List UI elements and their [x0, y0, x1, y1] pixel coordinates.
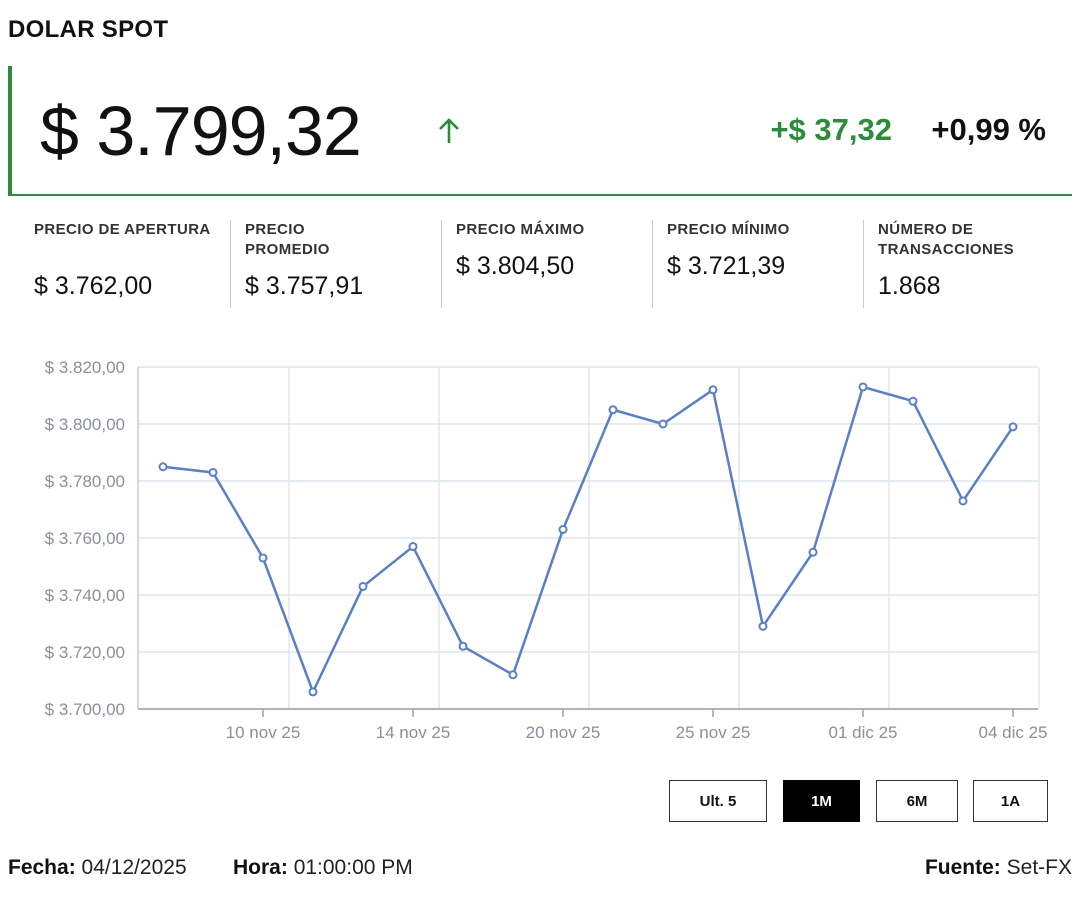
range-button-6m[interactable]: 6M: [876, 780, 958, 822]
data-point: [808, 547, 818, 557]
x-tick-label: 04 dic 25: [979, 723, 1048, 742]
data-point: [358, 581, 368, 591]
stat-max-price: PRECIO MÁXIMO $ 3.804,50: [442, 220, 653, 308]
data-point: [908, 396, 918, 406]
stat-label: PRECIO PROMEDIO: [245, 221, 330, 258]
arrow-up-icon: [439, 118, 459, 143]
data-point: [708, 385, 718, 395]
data-point: [858, 382, 868, 392]
stat-value: $ 3.804,50: [456, 252, 575, 280]
x-tick-label: 10 nov 25: [226, 723, 301, 742]
source-value: Set-FX: [1006, 856, 1072, 879]
range-button-1m[interactable]: 1M: [783, 780, 860, 822]
time-label: Hora:: [233, 856, 288, 879]
data-point: [608, 405, 618, 415]
stat-transactions: NÚMERO DE TRANSACCIONES 1.868: [864, 220, 1075, 308]
footer-source: Fuente: Set-FX: [925, 856, 1072, 880]
range-button-ult5[interactable]: Ult. 5: [669, 780, 767, 822]
stat-label: PRECIO MÍNIMO: [667, 221, 790, 238]
footer-time: Hora: 01:00:00 PM: [233, 856, 413, 880]
stat-value: 1.868: [878, 272, 941, 300]
current-price: $ 3.799,32: [40, 92, 362, 170]
page-title: DOLAR SPOT: [8, 16, 169, 43]
source-label: Fuente:: [924, 856, 1001, 879]
data-point: [258, 553, 268, 563]
y-tick-label: $ 3.740,00: [45, 586, 125, 605]
price-panel: $ 3.799,32 +$ 37,32 +0,99 %: [8, 66, 1072, 196]
footer-date: Fecha: 04/12/2025: [8, 856, 187, 880]
x-tick-label: 01 dic 25: [829, 723, 898, 742]
y-tick-label: $ 3.780,00: [45, 472, 125, 491]
price-change-percent: +0,99 %: [931, 112, 1046, 147]
data-point: [958, 496, 968, 506]
stat-label: NÚMERO DE TRANSACCIONES: [878, 221, 1015, 258]
y-tick-label: $ 3.760,00: [45, 529, 125, 548]
data-point: [458, 641, 468, 651]
y-tick-label: $ 3.800,00: [45, 415, 125, 434]
data-point: [208, 467, 218, 477]
date-value: 04/12/2025: [81, 856, 187, 879]
stat-min-price: PRECIO MÍNIMO $ 3.721,39: [653, 220, 864, 308]
x-tick-label: 14 nov 25: [376, 723, 451, 742]
time-value: 01:00:00 PM: [293, 856, 413, 879]
stat-value: $ 3.757,91: [245, 272, 364, 300]
x-tick-label: 20 nov 25: [526, 723, 601, 742]
y-tick-label: $ 3.820,00: [45, 358, 125, 377]
data-point: [408, 542, 418, 552]
data-point: [158, 462, 168, 472]
date-label: Fecha:: [8, 856, 76, 879]
y-tick-label: $ 3.700,00: [45, 700, 125, 719]
y-tick-label: $ 3.720,00: [45, 643, 125, 662]
price-change: +$ 37,32: [770, 112, 892, 147]
stat-value: $ 3.762,00: [34, 272, 153, 300]
stat-value: $ 3.721,39: [667, 252, 786, 280]
series-line: [162, 385, 1015, 694]
price-line-chart: $ 3.820,00 $ 3.800,00 $ 3.780,00 $ 3.760,00…: [45, 358, 1048, 742]
data-point: [758, 621, 768, 631]
stat-average-price: PRECIO PROMEDIO $ 3.757,91: [231, 220, 442, 308]
stat-label: PRECIO DE APERTURA: [34, 221, 211, 238]
data-point: [308, 687, 318, 697]
stat-opening-price: PRECIO DE APERTURA $ 3.762,00: [20, 220, 231, 308]
data-point: [1008, 422, 1018, 432]
range-button-1a[interactable]: 1A: [973, 780, 1048, 822]
x-tick-label: 25 nov 25: [676, 723, 751, 742]
data-point: [558, 524, 568, 534]
stat-label: PRECIO MÁXIMO: [456, 221, 585, 238]
data-point: [658, 419, 668, 429]
data-point: [508, 670, 518, 680]
stats-row: PRECIO DE APERTURA $ 3.762,00 PRECIO PRO…: [20, 220, 1075, 308]
